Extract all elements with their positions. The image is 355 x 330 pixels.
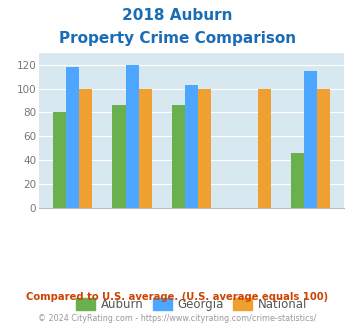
Legend: Auburn, Georgia, National: Auburn, Georgia, National (72, 294, 311, 314)
Bar (126, 65, 139, 208)
Bar (291, 153, 304, 208)
Bar (79, 88, 92, 208)
Text: © 2024 CityRating.com - https://www.cityrating.com/crime-statistics/: © 2024 CityRating.com - https://www.city… (38, 314, 317, 323)
Bar (172, 105, 185, 208)
Text: 2018 Auburn: 2018 Auburn (122, 8, 233, 23)
Text: Property Crime Comparison: Property Crime Comparison (59, 31, 296, 46)
Bar (258, 88, 271, 208)
Bar (139, 88, 152, 208)
Text: Compared to U.S. average. (U.S. average equals 100): Compared to U.S. average. (U.S. average … (26, 292, 329, 302)
Bar (113, 105, 126, 208)
Bar (304, 71, 317, 208)
Bar (198, 88, 211, 208)
Bar (185, 85, 198, 208)
Bar (53, 113, 66, 208)
Bar (317, 88, 331, 208)
Bar (66, 67, 79, 208)
